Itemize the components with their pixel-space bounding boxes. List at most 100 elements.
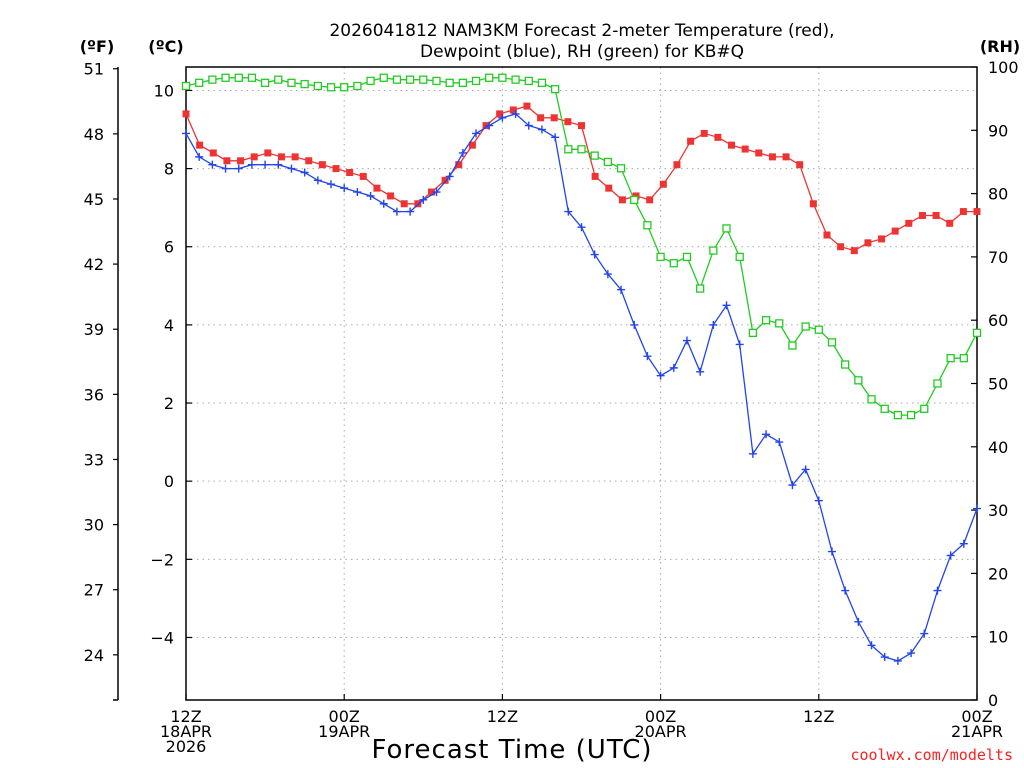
fahrenheit-tick-label: 45 <box>84 190 104 209</box>
temperature-point <box>646 196 654 204</box>
celsius-tick-label: 2 <box>164 394 174 413</box>
dewpoint-point <box>907 649 916 658</box>
rh-point <box>221 73 230 82</box>
fahrenheit-unit-label: (ºF) <box>80 37 115 56</box>
dewpoint-point <box>247 160 256 169</box>
temperature-point <box>332 165 340 173</box>
dewpoint-point <box>300 168 309 177</box>
temperature-point <box>182 110 190 118</box>
dewpoint-point <box>814 496 823 505</box>
rh-point <box>537 78 547 87</box>
dewpoint-point <box>841 586 850 595</box>
temperature-point <box>755 149 763 157</box>
rh-point <box>247 73 257 82</box>
x-tick-label: 21APR <box>951 722 1003 741</box>
dewpoint-point <box>485 121 494 130</box>
temperature-point <box>387 192 395 200</box>
rh-point <box>590 151 599 160</box>
dewpoint-point <box>854 617 863 626</box>
rh-point <box>524 76 533 86</box>
temperature-point <box>264 149 272 157</box>
rh-tick-label: 0 <box>988 691 998 710</box>
dewpoint-point <box>379 199 388 208</box>
dewpoint-point <box>353 188 362 197</box>
rh-point <box>696 284 705 293</box>
temperature-point <box>973 208 981 216</box>
dewpoint-point <box>722 301 731 310</box>
rh-point <box>854 376 863 385</box>
fahrenheit-tick-label: 42 <box>84 255 104 274</box>
temperature-point <box>359 172 367 180</box>
rh-point <box>287 78 296 87</box>
rh-point <box>445 78 454 87</box>
rh-point <box>550 85 560 94</box>
fahrenheit-tick-label: 48 <box>84 125 104 144</box>
temperature-point <box>509 106 517 114</box>
rh-point <box>972 328 982 338</box>
dewpoint-point <box>801 465 810 474</box>
fahrenheit-tick-label: 36 <box>84 385 104 404</box>
dewpoint-point <box>669 363 678 372</box>
rh-tick-label: 70 <box>988 248 1008 267</box>
dewpoint-point <box>392 207 401 216</box>
temperature-point <box>659 180 667 188</box>
temperature-point <box>946 219 954 227</box>
dewpoint-point <box>973 504 981 513</box>
temperature-point <box>905 219 913 227</box>
temperature-point <box>728 141 736 149</box>
x-tick-label: 00Z <box>961 707 992 726</box>
temperature-point <box>782 153 790 161</box>
dewpoint-point <box>920 629 929 638</box>
temperature-point <box>700 129 708 137</box>
rh-point <box>616 164 626 173</box>
rh-point <box>260 78 270 87</box>
fahrenheit-tick-label: 33 <box>84 450 104 469</box>
temperature-point <box>673 161 681 169</box>
temperature-point <box>196 141 204 149</box>
dewpoint-point <box>261 160 270 169</box>
axis-ticks: 1086420−2−451484542393633302724100908070… <box>84 58 1019 710</box>
rh-point <box>656 252 665 262</box>
temperature-point <box>318 161 326 169</box>
temperature-point <box>891 227 899 235</box>
rh-point <box>867 395 876 404</box>
rh-point <box>432 76 441 86</box>
dewpoint-point <box>709 320 718 329</box>
dewpoint-point <box>274 160 283 169</box>
dewpoint-point <box>643 352 652 361</box>
dewpoint-line <box>185 113 978 662</box>
temperature-point <box>346 169 354 176</box>
dewpoint-point <box>617 285 626 294</box>
temperature-point <box>959 208 967 216</box>
rh-point <box>564 145 573 154</box>
rh-tick-label: 20 <box>988 564 1008 583</box>
x-tick-label: 12Z <box>803 707 834 726</box>
temperature-point <box>427 188 435 196</box>
temperature-point <box>250 153 258 161</box>
rh-point <box>300 79 309 89</box>
temperature-point <box>864 239 872 247</box>
temperature-point <box>768 153 776 161</box>
dewpoint-point <box>959 539 968 548</box>
temperature-point <box>809 200 817 208</box>
rh-point <box>195 78 204 87</box>
rh-point <box>498 73 507 82</box>
rh-point <box>405 75 415 84</box>
rh-point <box>801 322 810 331</box>
dewpoint-point <box>221 164 230 173</box>
celsius-tick-label: 6 <box>164 238 174 257</box>
dewpoint-point <box>867 641 876 650</box>
dewpoint-point <box>564 207 573 216</box>
rh-point <box>682 252 692 262</box>
dewpoint-point <box>419 195 428 204</box>
temperature-point <box>878 235 886 243</box>
rh-tick-label: 50 <box>988 375 1008 394</box>
x-tick-label: 19APR <box>318 722 370 741</box>
rh-point <box>722 224 731 233</box>
rh-point <box>735 252 744 262</box>
dewpoint-point <box>893 656 902 665</box>
dewpoint-point <box>656 371 665 380</box>
rh-point <box>511 75 520 84</box>
dewpoint-point <box>445 172 454 181</box>
dewpoint-point <box>458 148 467 157</box>
